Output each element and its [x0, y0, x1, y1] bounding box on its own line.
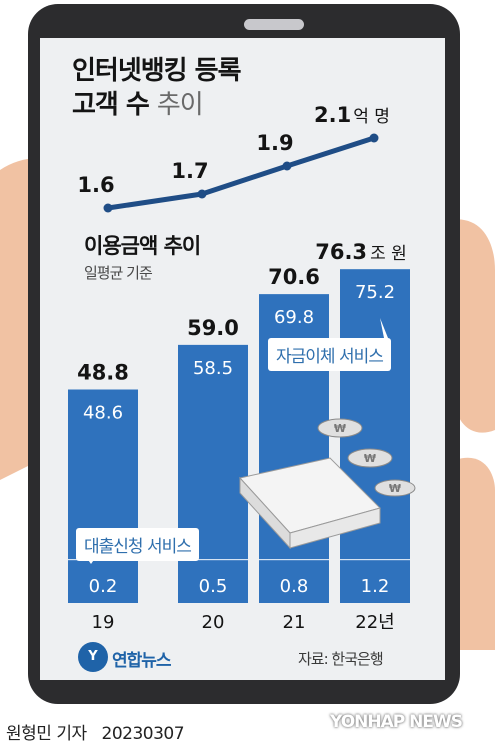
- total-unit-label: 조 원: [370, 244, 407, 264]
- loan-value-label-2: 0.8: [280, 576, 309, 597]
- bar-loan-3: [340, 597, 410, 603]
- publish-date: 20230307: [101, 724, 185, 744]
- chart-title-light: 추이: [156, 90, 204, 120]
- customer-line-series: [105, 135, 377, 211]
- banknote-front: [289, 507, 381, 549]
- bar-divider-1: [178, 559, 248, 561]
- transfer-value-label-0: 48.6: [83, 403, 123, 424]
- logo-text: 연합뉴스: [112, 651, 172, 671]
- transfer-value-label-1: 58.5: [193, 358, 233, 379]
- phone-screen: 48.6 0.2 48.8 19 58.5 0.5 59.0 20 69.8 0.8 70.6 21 7…: [40, 38, 445, 680]
- reporter-name: 원형민 기자: [6, 724, 87, 744]
- loan-service-label: 대출신청 서비스: [76, 528, 199, 561]
- transfer-label-pointer: [380, 318, 388, 338]
- customer-line-point-3: [369, 133, 379, 143]
- total-value-label-1: 59.0: [187, 316, 239, 340]
- watermark: YONHAP NEWS: [330, 712, 463, 732]
- total-value-label-2: 70.6: [268, 265, 320, 289]
- x-tick-label-1: 20: [202, 612, 225, 633]
- customer-unit-label: 억 명: [353, 107, 390, 127]
- loan-value-label-3: 1.2: [361, 576, 390, 597]
- bar-divider-2: [259, 559, 329, 561]
- customer-line-point-1: [197, 189, 207, 199]
- transfer-value-label-3: 75.2: [355, 282, 395, 303]
- x-tick-label-3: 22년: [355, 612, 394, 633]
- customer-value-label-0: 1.6: [77, 173, 114, 197]
- won-symbol-icon-1: ₩: [364, 452, 376, 465]
- transfer-service-label: 자금이체 서비스: [268, 338, 391, 371]
- customer-line-point-0: [103, 203, 113, 213]
- coin-1: [317, 418, 363, 438]
- customer-value-label-3: 2.1 억 명: [314, 103, 390, 127]
- usage-title: 이용금액 추이: [84, 234, 201, 258]
- coin-2: [347, 448, 393, 468]
- chart-title-line1: 인터넷뱅킹 등록: [72, 56, 241, 86]
- phone-speaker: [244, 19, 304, 30]
- transfer-value-label-2: 69.8: [274, 307, 314, 328]
- yonhap-logo-icon: Y: [78, 642, 108, 672]
- bar-loan-2: [259, 597, 329, 603]
- byline: 원형민 기자 20230307: [6, 719, 185, 744]
- won-symbol-icon-2: ₩: [389, 482, 401, 495]
- customer-value-label-1: 1.7: [171, 159, 208, 183]
- money-illustration: [239, 418, 416, 550]
- x-tick-label-2: 21: [283, 612, 306, 633]
- total-value-label-3: 76.3 조 원: [315, 240, 407, 264]
- loan-value-label-1: 0.5: [199, 576, 228, 597]
- bar-total-1: [178, 344, 248, 603]
- won-symbol-icon-0: ₩: [334, 422, 346, 435]
- bar-divider-3: [340, 559, 410, 561]
- bar-total-0: [68, 389, 138, 603]
- source-note: 자료: 한국은행: [298, 650, 384, 668]
- chart-title-line2: 고객 수 추이: [72, 90, 204, 120]
- total-value-label-0: 48.8: [77, 361, 129, 385]
- usage-note: 일평균 기준: [84, 264, 153, 282]
- bar-loan-0: [68, 597, 138, 603]
- customer-value-label-2: 1.9: [256, 131, 293, 155]
- bar-loan-1: [178, 597, 248, 603]
- coin-3: [374, 479, 416, 497]
- chart-title-bold: 고객 수: [72, 90, 150, 120]
- loan-value-label-0: 0.2: [89, 576, 118, 597]
- customer-line-point-2: [282, 161, 292, 171]
- x-tick-label-0: 19: [92, 612, 115, 633]
